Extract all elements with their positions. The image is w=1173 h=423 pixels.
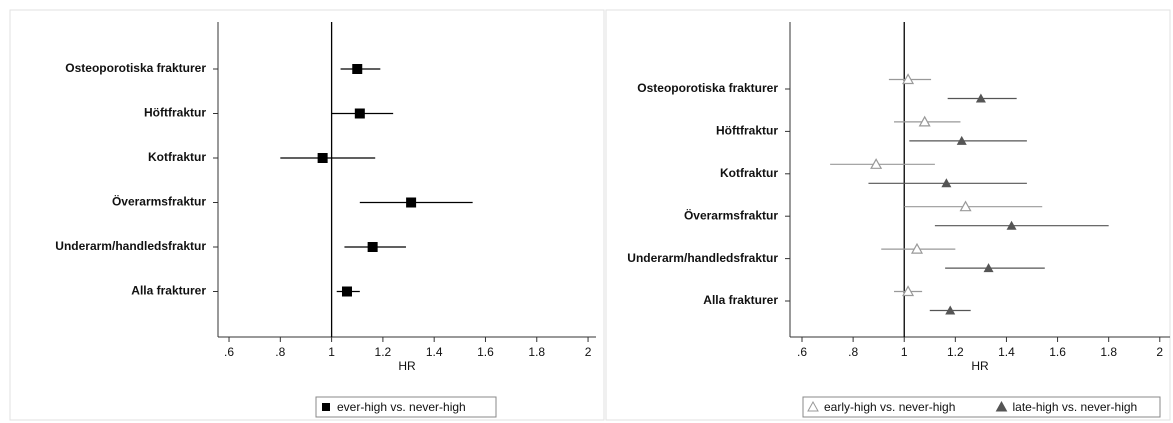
- point: [1006, 220, 1017, 230]
- x-tick-label: 2: [1156, 345, 1163, 359]
- point: [910, 242, 924, 254]
- category-label: Överarmsfraktur: [684, 207, 778, 222]
- point: [354, 108, 365, 119]
- x-tick-label: 1.2: [947, 345, 964, 359]
- legend-label: early-high vs. never-high: [824, 400, 955, 414]
- point: [959, 200, 972, 212]
- point: [406, 197, 417, 208]
- category-label: Underarm/handledsfraktur: [627, 251, 778, 265]
- x-tick-label: .6: [224, 345, 234, 359]
- category-label: Höftfraktur: [144, 106, 206, 120]
- legend-label: ever-high vs. never-high: [337, 400, 466, 414]
- x-tick-label: .8: [848, 345, 858, 359]
- legend-marker: [322, 403, 330, 411]
- category-label: Osteoporotiska frakturer: [637, 81, 778, 95]
- x-axis-label: HR: [971, 359, 989, 373]
- panel-frame: [9, 9, 605, 421]
- x-tick-label: .8: [275, 345, 285, 359]
- category-label: Överarmsfraktur: [112, 194, 206, 209]
- point: [956, 135, 967, 145]
- x-tick-label: 1.4: [998, 345, 1015, 359]
- legend-marker: [995, 400, 1008, 412]
- legend-box: [315, 396, 497, 418]
- point: [341, 286, 352, 297]
- point: [945, 305, 956, 315]
- point: [983, 263, 994, 273]
- category-label: Underarm/handledsfraktur: [55, 239, 206, 253]
- category-label: Kotfraktur: [148, 150, 206, 164]
- point: [367, 242, 378, 252]
- point: [918, 115, 931, 127]
- x-tick-label: 1.4: [426, 345, 443, 359]
- category-label: Alla frakturer: [703, 293, 778, 307]
- legend-box: [802, 396, 1161, 418]
- point: [317, 153, 328, 163]
- point: [902, 285, 915, 297]
- x-tick-label: 1.8: [528, 345, 545, 359]
- x-axis-label: HR: [398, 359, 416, 373]
- legend-label: late-high vs. never-high: [1013, 400, 1138, 414]
- x-tick-label: 1.6: [477, 345, 494, 359]
- x-tick-label: 1.8: [1100, 345, 1117, 359]
- x-tick-label: 1: [328, 345, 335, 359]
- x-tick-label: .6: [797, 345, 807, 359]
- category-label: Osteoporotiska frakturer: [65, 61, 206, 75]
- point: [352, 64, 363, 74]
- point: [902, 73, 915, 85]
- x-tick-label: 1.2: [375, 345, 392, 359]
- point: [975, 93, 986, 103]
- legend-marker: [807, 400, 819, 412]
- category-label: Höftfraktur: [716, 124, 778, 138]
- point: [870, 158, 883, 169]
- x-tick-label: 2: [585, 345, 592, 359]
- x-tick-label: 1.6: [1049, 345, 1066, 359]
- x-tick-label: 1: [901, 345, 908, 359]
- category-label: Alla frakturer: [131, 284, 206, 298]
- category-label: Kotfraktur: [720, 166, 778, 180]
- point: [941, 178, 952, 188]
- panel-frame: [605, 9, 1171, 421]
